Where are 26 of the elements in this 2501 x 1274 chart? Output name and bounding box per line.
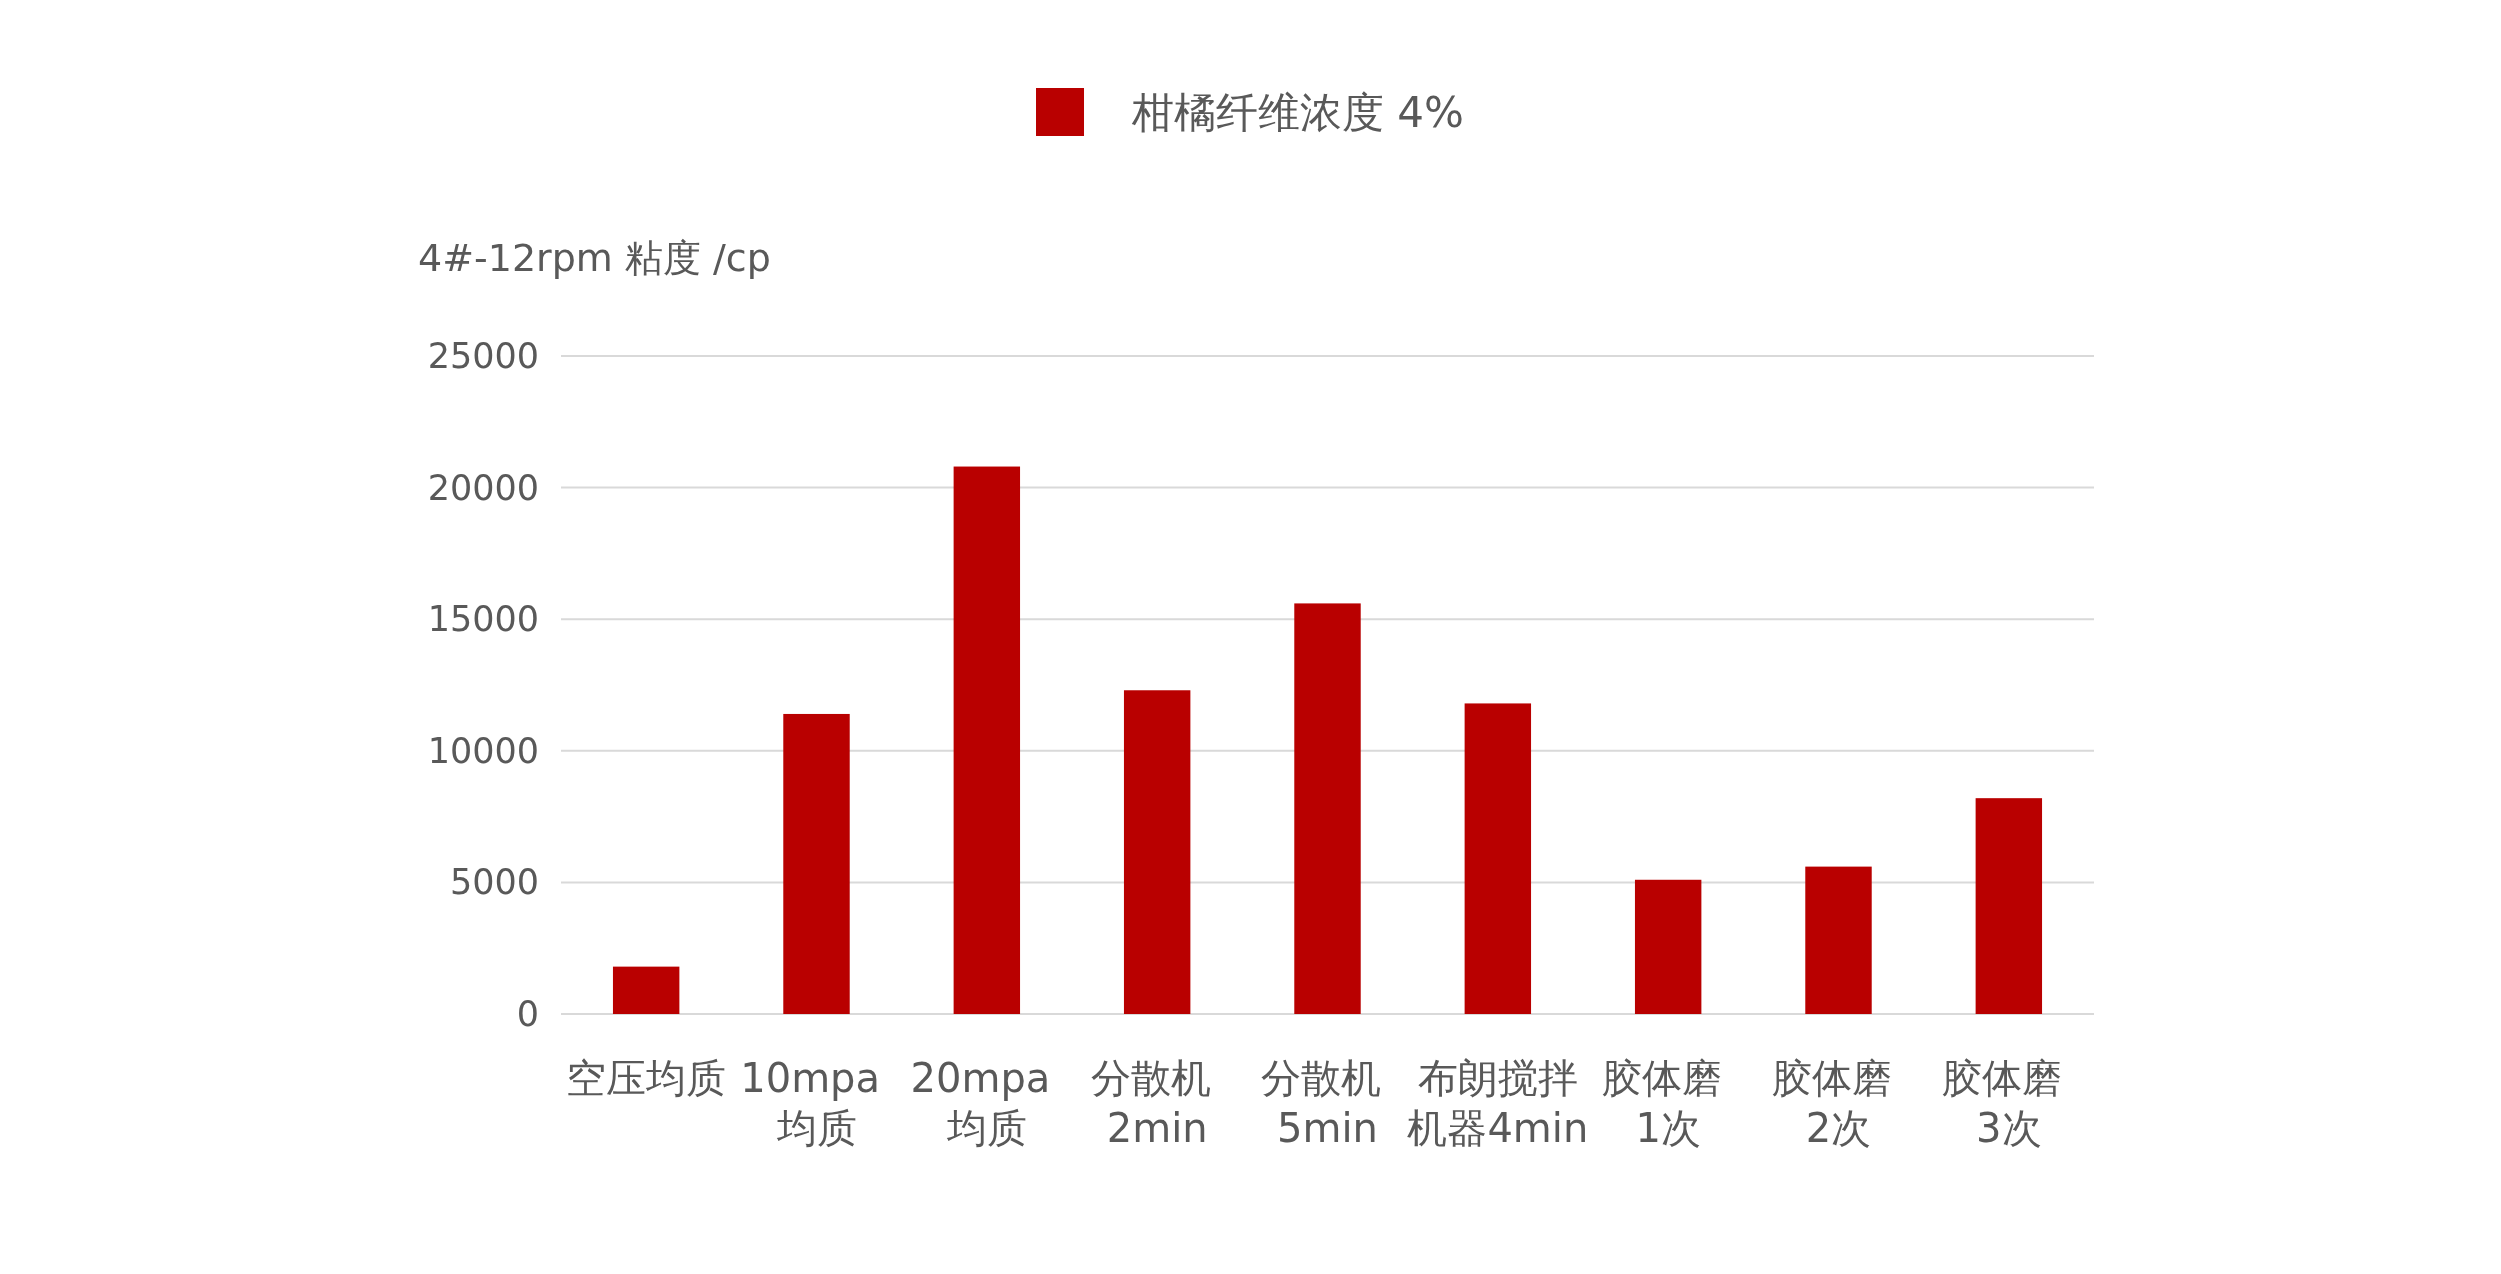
x-tick-label: 10mpa 均质: [740, 1055, 893, 1151]
bar: [1805, 866, 1872, 1014]
y-tick-label: 0: [516, 994, 539, 1034]
bar: [1294, 603, 1361, 1014]
y-tick-label: 20000: [427, 467, 539, 508]
y-tick-label: 5000: [449, 862, 539, 903]
x-tick-label: 胶体磨 1次: [1601, 1055, 1735, 1151]
y-axis-title: 4#-12rpm 粘度 /cp: [418, 236, 771, 280]
bar: [953, 466, 1021, 1014]
x-tick-label: 分散机 5min: [1261, 1055, 1394, 1151]
x-tick-label: 空压均质: [566, 1055, 727, 1101]
y-tick-label: 10000: [427, 730, 539, 771]
bar: [783, 713, 850, 1014]
bar: [1634, 879, 1702, 1014]
x-tick-label: 20mpa 均质: [910, 1055, 1064, 1151]
x-tick-label: 胶体磨 2次: [1772, 1055, 1905, 1151]
y-tick-label: 25000: [427, 336, 539, 376]
x-tick-label: 胶体磨 3次: [1942, 1055, 2076, 1151]
bar: [612, 966, 680, 1014]
x-tick-label: 布朗搅拌机器4min: [1407, 1055, 1589, 1151]
bar: [1464, 703, 1532, 1014]
bar: [1975, 798, 2043, 1014]
x-tick-label: 分散机 2min: [1090, 1055, 1224, 1151]
y-tick-label: 15000: [427, 599, 539, 640]
legend-label: 柑橘纤维浓度 4%: [1131, 87, 1464, 137]
bar: [1123, 690, 1191, 1014]
